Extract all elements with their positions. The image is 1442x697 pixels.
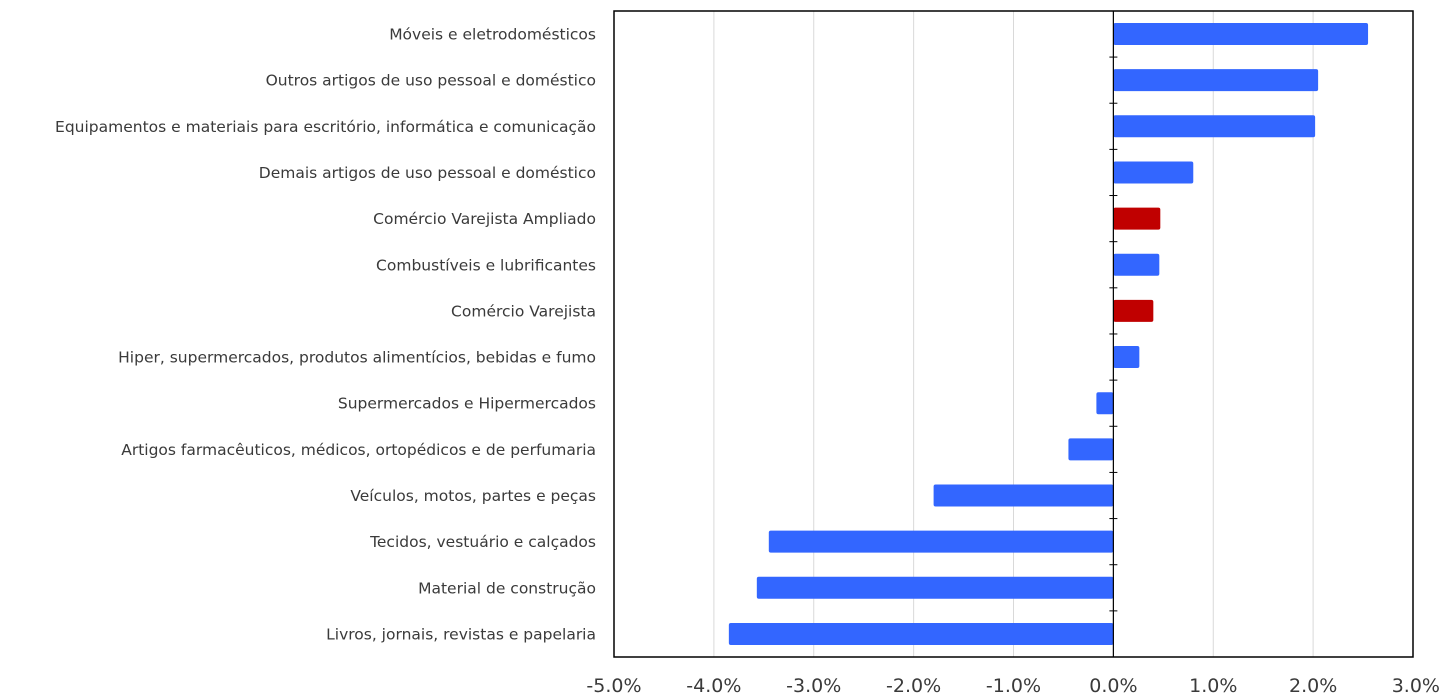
bar-8: [1096, 392, 1114, 415]
bar-9: [1068, 438, 1114, 461]
bar-5: [1113, 253, 1160, 276]
bar-3: [1113, 161, 1194, 184]
bar-4: [1113, 207, 1161, 230]
x-tick-label-6: 1.0%: [1189, 675, 1237, 697]
bar-2: [1113, 115, 1316, 138]
category-label-10: Veículos, motos, partes e peças: [350, 487, 596, 505]
gridlines: [613, 11, 1414, 657]
category-label-0: Móveis e eletrodomésticos: [389, 26, 596, 44]
category-label-4: Comércio Varejista Ampliado: [373, 210, 596, 228]
category-labels: Móveis e eletrodomésticos Outros artigos …: [55, 26, 596, 644]
plot-area-border: [613, 10, 1414, 658]
category-label-2: Equipamentos e materiais para escritório…: [55, 118, 596, 136]
bar-0: [1113, 23, 1369, 45]
bar-10: [933, 484, 1114, 507]
x-tick-label-7: 2.0%: [1289, 675, 1337, 697]
bar-7: [1113, 346, 1140, 369]
category-label-8: Supermercados e Hipermercados: [338, 395, 596, 413]
x-tick-label-1: -4.0%: [686, 675, 741, 697]
category-label-12: Material de construção: [418, 579, 596, 597]
bar-13: [728, 622, 1114, 645]
x-tick-label-2: -3.0%: [786, 675, 841, 697]
x-tick-label-0: -5.0%: [586, 675, 641, 697]
axes: [613, 10, 1414, 658]
category-label-3: Demais artigos de uso pessoal e doméstic…: [259, 164, 596, 182]
x-tick-label-4: -1.0%: [986, 675, 1041, 697]
category-label-7: Hiper, supermercados, produtos alimentíc…: [118, 349, 596, 367]
x-tick-label-5: 0.0%: [1089, 675, 1137, 697]
bar-12: [756, 576, 1114, 599]
bars: [728, 23, 1369, 645]
x-tick-label-3: -2.0%: [886, 675, 941, 697]
category-label-5: Combustíveis e lubrificantes: [376, 256, 596, 274]
category-label-1: Outros artigos de uso pessoal e doméstic…: [266, 72, 596, 90]
category-label-11: Tecidos, vestuário e calçados: [369, 533, 596, 551]
bar-11: [768, 530, 1114, 553]
category-label-6: Comércio Varejista: [451, 302, 596, 320]
category-label-9: Artigos farmacêuticos, médicos, ortopédi…: [121, 441, 596, 459]
x-tick-label-8: 3.0%: [1392, 675, 1440, 697]
category-label-13: Livros, jornais, revistas e papelaria: [326, 625, 596, 643]
bar-1: [1113, 69, 1319, 92]
bar-6: [1113, 299, 1154, 322]
x-tick-labels: -5.0% -4.0% -3.0% -2.0% -1.0% 0.0% 1.0% 2.0% 3.0…: [586, 675, 1440, 697]
